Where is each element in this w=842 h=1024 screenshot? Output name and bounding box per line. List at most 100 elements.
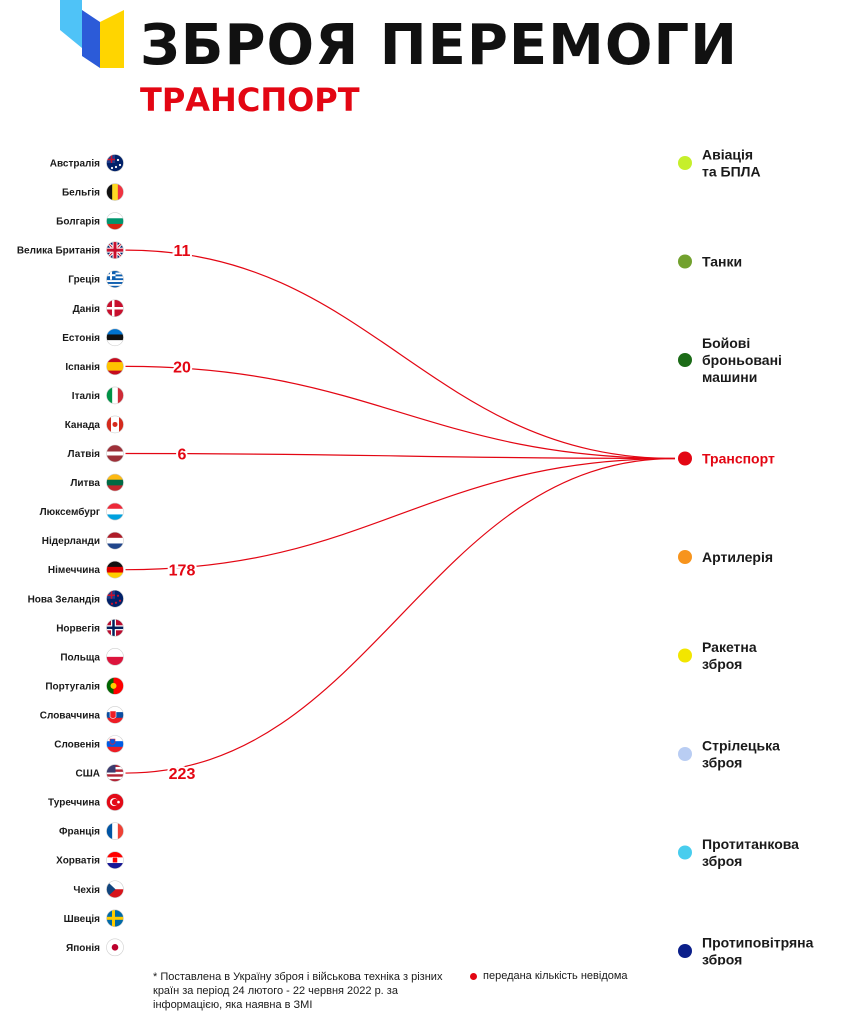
category-label: Протиповітряна зброя bbox=[702, 935, 814, 966]
turkey-flag-icon bbox=[106, 793, 124, 811]
flag-outline bbox=[106, 357, 124, 376]
flag-outline bbox=[106, 706, 124, 724]
category-dot bbox=[678, 747, 692, 761]
country-label: Словаччина bbox=[40, 710, 101, 721]
page-subtitle: ТРАНСПОРТ bbox=[140, 81, 360, 119]
category-label: Танки bbox=[702, 254, 742, 270]
country-label: Нова Зеландія bbox=[28, 594, 101, 605]
country-label: Бельгія bbox=[62, 188, 100, 199]
flag-outline bbox=[106, 909, 124, 928]
flag-outline bbox=[106, 415, 124, 434]
flag-outline bbox=[106, 444, 124, 463]
country-label: Швеція bbox=[64, 914, 101, 925]
category-dot bbox=[678, 845, 692, 860]
country-label: Норвегія bbox=[56, 623, 100, 634]
flag-outline bbox=[106, 502, 124, 521]
france-flag-icon bbox=[106, 822, 124, 840]
flag-outline bbox=[106, 560, 124, 579]
country-label: Греція bbox=[68, 275, 100, 286]
country-label: Туреччина bbox=[48, 798, 100, 809]
flow-lines bbox=[125, 249, 676, 774]
belgium-flag-icon bbox=[106, 183, 124, 201]
flag-outline bbox=[106, 880, 124, 899]
lithuania-flag-icon bbox=[106, 474, 124, 492]
denmark-flag-icon bbox=[106, 299, 124, 317]
flag-outline bbox=[106, 938, 124, 957]
legend-dot-icon bbox=[470, 972, 477, 980]
flag-outline bbox=[106, 154, 124, 172]
country-label: Болгарія bbox=[56, 217, 100, 228]
luxembourg-flag-icon bbox=[106, 503, 124, 521]
flag-outline bbox=[106, 589, 124, 608]
flag-outline bbox=[106, 183, 124, 201]
country-label: Нідерланди bbox=[42, 536, 100, 547]
new-zealand-flag-icon bbox=[106, 590, 124, 608]
flow-line bbox=[125, 457, 676, 774]
italy-flag-icon bbox=[106, 386, 124, 404]
latvia-flag-icon bbox=[106, 445, 124, 462]
country-label: США bbox=[76, 769, 101, 780]
japan-flag-icon bbox=[106, 938, 124, 956]
flag-outline bbox=[106, 735, 124, 753]
country-label: Іспанія bbox=[65, 362, 100, 373]
slovakia-flag-icon bbox=[106, 706, 124, 724]
usa-flag-icon bbox=[106, 764, 124, 782]
category-dot bbox=[678, 353, 692, 367]
category-label: Бойові броньовані машини bbox=[702, 335, 782, 385]
sweden-flag-icon bbox=[106, 909, 124, 927]
flag-outline bbox=[106, 677, 124, 695]
country-label: Люксембург bbox=[40, 506, 100, 518]
country-label: Австралія bbox=[50, 159, 100, 170]
category-label: Протитанкова зброя bbox=[702, 836, 799, 869]
country-label: Японія bbox=[66, 943, 100, 954]
spain-flag-icon bbox=[106, 357, 124, 375]
flow-value-label: 20 bbox=[173, 359, 191, 376]
canada-flag-icon bbox=[106, 415, 124, 433]
country-label: Португалія bbox=[45, 681, 100, 692]
flag-outline bbox=[106, 386, 124, 405]
flag-outline bbox=[106, 212, 124, 230]
flag-outline bbox=[106, 328, 124, 347]
country-label: Франція bbox=[59, 827, 100, 838]
uk-flag-icon bbox=[106, 241, 124, 259]
footnote: * Поставлена в Україну зброя і військова… bbox=[153, 971, 443, 1011]
flag-outline bbox=[106, 822, 124, 840]
country-label: Канада bbox=[65, 420, 101, 431]
flag-outline bbox=[106, 648, 124, 666]
flag-outline bbox=[106, 531, 124, 550]
country-label: Велика Британія bbox=[17, 246, 100, 257]
flow-line bbox=[125, 365, 676, 460]
country-label: Данія bbox=[73, 304, 101, 315]
country-label: Італія bbox=[72, 391, 100, 402]
flow-line bbox=[125, 452, 676, 460]
australia-flag-icon bbox=[106, 154, 124, 172]
croatia-flag-icon bbox=[106, 851, 124, 869]
category-label: Артилерія bbox=[702, 549, 773, 565]
category-dot bbox=[678, 254, 692, 269]
estonia-flag-icon bbox=[106, 328, 124, 346]
category-dot bbox=[678, 648, 692, 663]
logo bbox=[60, 0, 124, 70]
flow-value-label: 223 bbox=[169, 766, 196, 783]
portugal-flag-icon bbox=[106, 677, 124, 695]
page-title: ЗБРОЯ ПЕРЕМОГИ bbox=[140, 13, 739, 78]
flow-chart: 11 20 6 178 223 Австралія Бельгія Болгарія Велик… bbox=[17, 147, 814, 966]
category-dot bbox=[678, 550, 692, 564]
category-dot bbox=[678, 156, 692, 170]
country-label: Чехія bbox=[73, 885, 100, 896]
country-label: Німеччина bbox=[48, 565, 101, 576]
slovenia-flag-icon bbox=[106, 735, 124, 753]
flow-line bbox=[125, 249, 676, 460]
flag-outline bbox=[106, 851, 124, 870]
bulgaria-flag-icon bbox=[106, 212, 124, 230]
legend-note-text: передана кількість невідома bbox=[483, 970, 628, 982]
poland-flag-icon bbox=[106, 648, 124, 666]
country-label: Естонія bbox=[62, 333, 100, 344]
flag-outline bbox=[106, 793, 124, 811]
legend-note: передана кількість невідома bbox=[470, 970, 628, 982]
category-dot bbox=[678, 944, 692, 958]
country-label: Словенія bbox=[54, 740, 100, 751]
country-label: Польща bbox=[60, 652, 100, 663]
flag-outline bbox=[106, 473, 124, 492]
category-label: Ракетна зброя bbox=[702, 639, 757, 672]
